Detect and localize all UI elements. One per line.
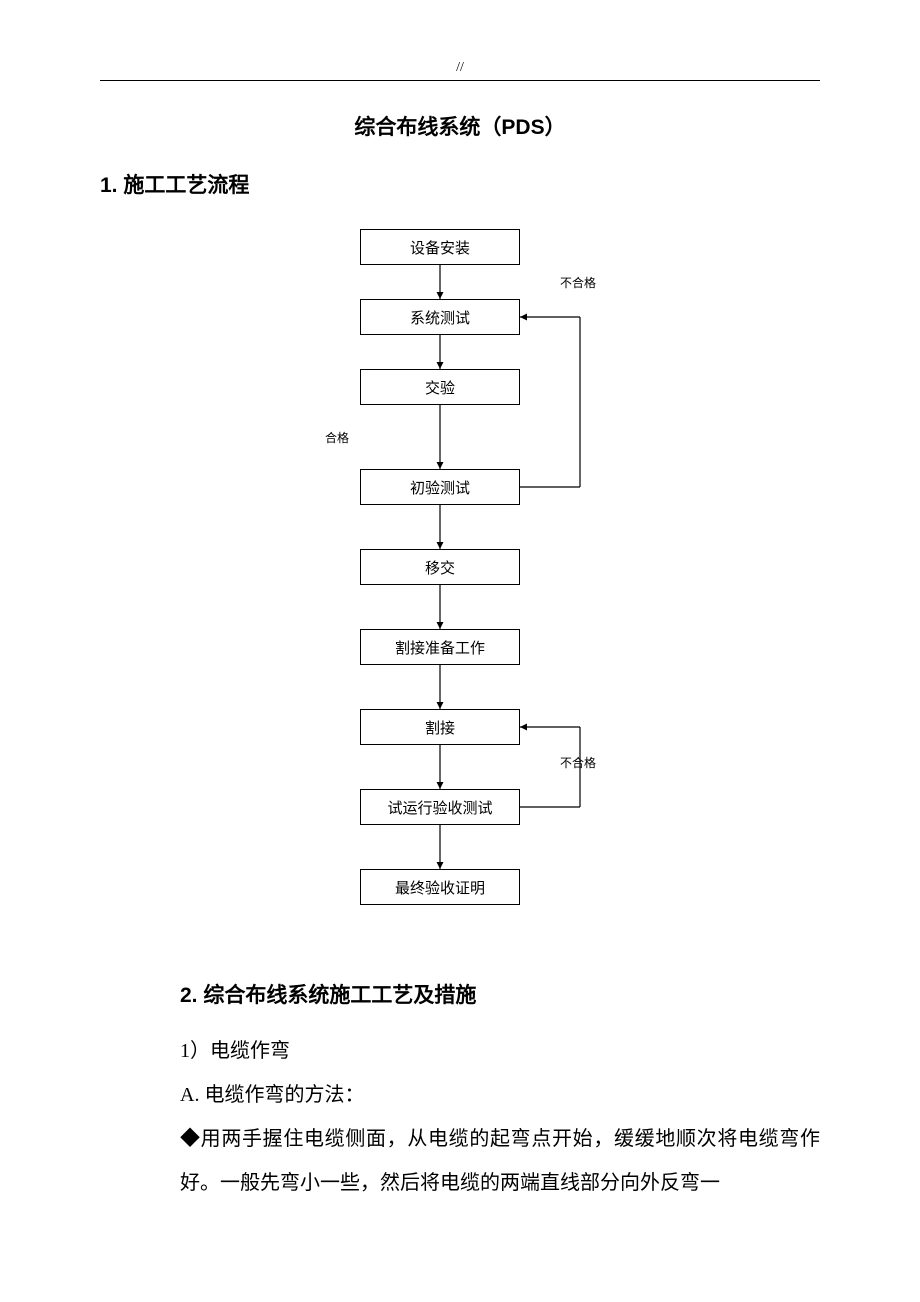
flowchart-edge-label: 不合格	[560, 754, 596, 771]
flowchart-node: 设备安装	[360, 229, 520, 265]
body-text: 1）电缆作弯 A. 电缆作弯的方法： ◆用两手握住电缆侧面，从电缆的起弯点开始，…	[180, 1029, 820, 1205]
document-page: // 综合布线系统（PDS） 1. 施工工艺流程 设备安装系统测试交验初验测试移…	[0, 0, 920, 1245]
flowchart-edge-label: 不合格	[560, 274, 596, 291]
section-2-heading: 2. 综合布线系统施工工艺及措施	[180, 979, 820, 1009]
header-rule	[100, 80, 820, 81]
process-flowchart: 设备安装系统测试交验初验测试移交割接准备工作割接试运行验收测试最终验收证明 不合格…	[260, 219, 660, 939]
flowchart-node: 系统测试	[360, 299, 520, 335]
header-mark: //	[100, 60, 820, 76]
flowchart-node: 初验测试	[360, 469, 520, 505]
flowchart-node: 割接准备工作	[360, 629, 520, 665]
body-line-1: 1）电缆作弯	[180, 1029, 820, 1073]
section-1-heading: 1. 施工工艺流程	[100, 169, 820, 199]
flowchart-node: 交验	[360, 369, 520, 405]
flowchart-edge-label: 合格	[325, 429, 349, 446]
flowchart-node: 试运行验收测试	[360, 789, 520, 825]
body-paragraph-1: ◆用两手握住电缆侧面，从电缆的起弯点开始，缓缓地顺次将电缆弯作好。一般先弯小一些…	[180, 1117, 820, 1205]
body-line-2: A. 电缆作弯的方法：	[180, 1073, 820, 1117]
flowchart-node: 最终验收证明	[360, 869, 520, 905]
flowchart-node: 割接	[360, 709, 520, 745]
flowchart-node: 移交	[360, 549, 520, 585]
page-title: 综合布线系统（PDS）	[100, 111, 820, 141]
